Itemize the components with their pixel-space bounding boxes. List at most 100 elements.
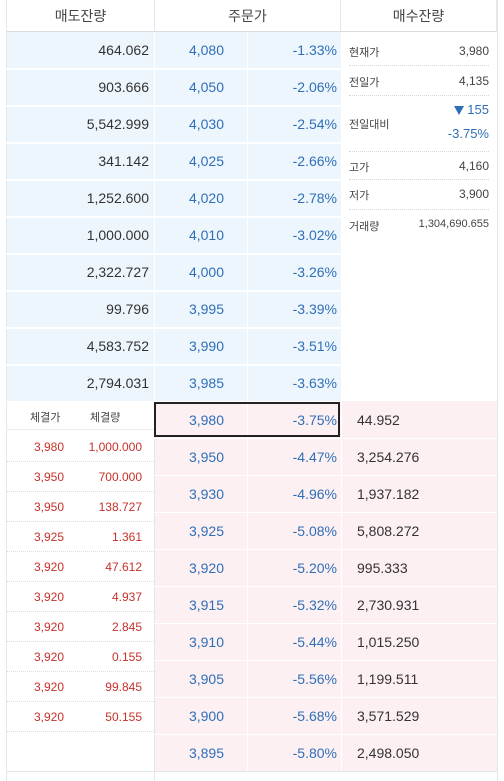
- trade-volume: 0.155: [111, 650, 142, 664]
- bid-price[interactable]: 3,910: [188, 633, 225, 650]
- bid-rate: -5.56%: [292, 670, 337, 687]
- header-ask-volume: 매도잔량: [6, 0, 154, 32]
- trade-volume: 1,000.000: [88, 440, 142, 454]
- bid-price[interactable]: 3,980: [188, 411, 225, 428]
- bid-row[interactable]: 3,910 -5.44% 1,015.250: [6, 623, 497, 660]
- ask-row-divider: [6, 69, 341, 70]
- frame-right: [497, 0, 498, 781]
- ask-row-divider: [6, 143, 341, 144]
- triangle-down-icon: [454, 106, 465, 115]
- bid-volume: 1,937.182: [357, 485, 420, 502]
- trade-row: 3,925 1.361: [6, 522, 154, 552]
- trade-price: 3,920: [34, 590, 65, 604]
- ask-rate: -3.26%: [292, 264, 337, 280]
- trade-row: 3,920 0.155: [6, 642, 154, 672]
- ask-price[interactable]: 4,080: [188, 42, 225, 58]
- bid-volume: 3,571.529: [357, 707, 420, 724]
- bid-row[interactable]: 3,905 -5.56% 1,199.511: [6, 660, 497, 697]
- ask-price[interactable]: 4,030: [188, 116, 225, 132]
- bid-row-divider: [154, 623, 497, 624]
- info-volume-label: 거래량: [349, 220, 380, 233]
- ask-volume: 99.796: [106, 301, 149, 317]
- bid-row-divider: [154, 734, 497, 735]
- info-change-rate: -3.75%: [447, 126, 489, 141]
- ask-price[interactable]: 3,990: [188, 338, 225, 354]
- bid-row[interactable]: 3,900 -5.68% 3,571.529: [6, 697, 497, 734]
- trade-row: 3,920 2.845: [6, 612, 154, 642]
- ask-row[interactable]: 4,583.752 3,990 -3.51%: [6, 328, 341, 365]
- bid-rate: -5.80%: [292, 744, 337, 761]
- ask-volume: 464.062: [98, 42, 149, 58]
- info-prev: 전일가 4,135: [349, 66, 489, 96]
- info-low-value: 3,900: [458, 187, 489, 201]
- bid-price[interactable]: 3,915: [188, 596, 225, 613]
- info-high: 고가 4,160: [349, 152, 489, 180]
- bid-price[interactable]: 3,900: [188, 707, 225, 724]
- trade-price: 3,950: [34, 500, 65, 514]
- trade-row: 3,950 138.727: [6, 492, 154, 522]
- bid-row[interactable]: 3,925 -5.08% 5,808.272: [6, 512, 497, 549]
- bid-rate: -3.75%: [292, 411, 337, 428]
- trades-header: 체결가 체결량: [6, 402, 154, 430]
- bid-rate: -4.47%: [292, 448, 337, 465]
- header-order-price: 주문가: [154, 0, 341, 32]
- header-bid-volume: 매수잔량: [341, 0, 497, 32]
- bid-price[interactable]: 3,925: [188, 522, 225, 539]
- frame-left: [6, 32, 7, 781]
- bid-row-divider: [154, 475, 497, 476]
- ask-price[interactable]: 4,010: [188, 227, 225, 243]
- info-prev-label: 전일가: [349, 76, 380, 89]
- bid-row-divider: [154, 586, 497, 587]
- ask-row[interactable]: 1,252.600 4,020 -2.78%: [6, 180, 341, 217]
- trades-header-price: 체결가: [30, 411, 61, 424]
- ask-price[interactable]: 3,995: [188, 301, 225, 317]
- ask-row-divider: [6, 365, 341, 366]
- bid-row[interactable]: 3,980 -3.75% 44.952: [6, 401, 497, 438]
- trade-price: 3,950: [34, 470, 65, 484]
- ask-row[interactable]: 2,794.031 3,985 -3.63%: [6, 365, 341, 402]
- trade-volume: 99.845: [105, 680, 142, 694]
- ask-row[interactable]: 1,000.000 4,010 -3.02%: [6, 217, 341, 254]
- trade-row: 3,920 99.845: [6, 672, 154, 702]
- ask-rate: -3.02%: [292, 227, 337, 243]
- bid-price[interactable]: 3,930: [188, 485, 225, 502]
- bid-row-divider: [154, 549, 497, 550]
- trade-volume: 47.612: [105, 560, 142, 574]
- ask-price[interactable]: 3,985: [188, 375, 225, 391]
- ask-row[interactable]: 5,542.999 4,030 -2.54%: [6, 106, 341, 143]
- bid-row-divider: [154, 512, 497, 513]
- bid-row-divider: [154, 438, 497, 439]
- ask-row[interactable]: 99.796 3,995 -3.39%: [6, 291, 341, 328]
- info-prev-value: 4,135: [458, 74, 489, 88]
- ask-volume: 1,000.000: [86, 227, 149, 243]
- ask-row[interactable]: 903.666 4,050 -2.06%: [6, 69, 341, 106]
- bid-row[interactable]: 3,950 -4.47% 3,254.276: [6, 438, 497, 475]
- ask-price[interactable]: 4,050: [188, 79, 225, 95]
- bid-row[interactable]: 3,915 -5.32% 2,730.931: [6, 586, 497, 623]
- info-change: 전일대비 155 -3.75%: [349, 96, 489, 152]
- ask-price[interactable]: 4,025: [188, 153, 225, 169]
- bid-price[interactable]: 3,920: [188, 559, 225, 576]
- ask-row[interactable]: 2,322.727 4,000 -3.26%: [6, 254, 341, 291]
- trade-price: 3,925: [34, 530, 65, 544]
- bid-rate: -5.68%: [292, 707, 337, 724]
- bid-volume: 44.952: [357, 411, 400, 428]
- bid-row[interactable]: 3,895 -5.80% 2,498.050: [6, 734, 497, 771]
- info-current: 현재가 3,980: [349, 36, 489, 66]
- trade-row: 3,920 50.155: [6, 702, 154, 732]
- bid-volume: 995.333: [357, 559, 408, 576]
- ask-price[interactable]: 4,000: [188, 264, 225, 280]
- bid-price[interactable]: 3,895: [188, 744, 225, 761]
- current-price-highlight: [154, 402, 340, 437]
- ask-rate: -2.54%: [292, 116, 337, 132]
- ask-row-divider: [6, 254, 341, 255]
- ask-price[interactable]: 4,020: [188, 190, 225, 206]
- bid-price[interactable]: 3,950: [188, 448, 225, 465]
- ask-row-divider: [6, 106, 341, 107]
- ask-row[interactable]: 341.142 4,025 -2.66%: [6, 143, 341, 180]
- info-current-value: 3,980: [458, 44, 489, 58]
- bid-price[interactable]: 3,905: [188, 670, 225, 687]
- bid-row[interactable]: 3,930 -4.96% 1,937.182: [6, 475, 497, 512]
- bid-row[interactable]: 3,920 -5.20% 995.333: [6, 549, 497, 586]
- ask-row[interactable]: 464.062 4,080 -1.33%: [6, 32, 341, 69]
